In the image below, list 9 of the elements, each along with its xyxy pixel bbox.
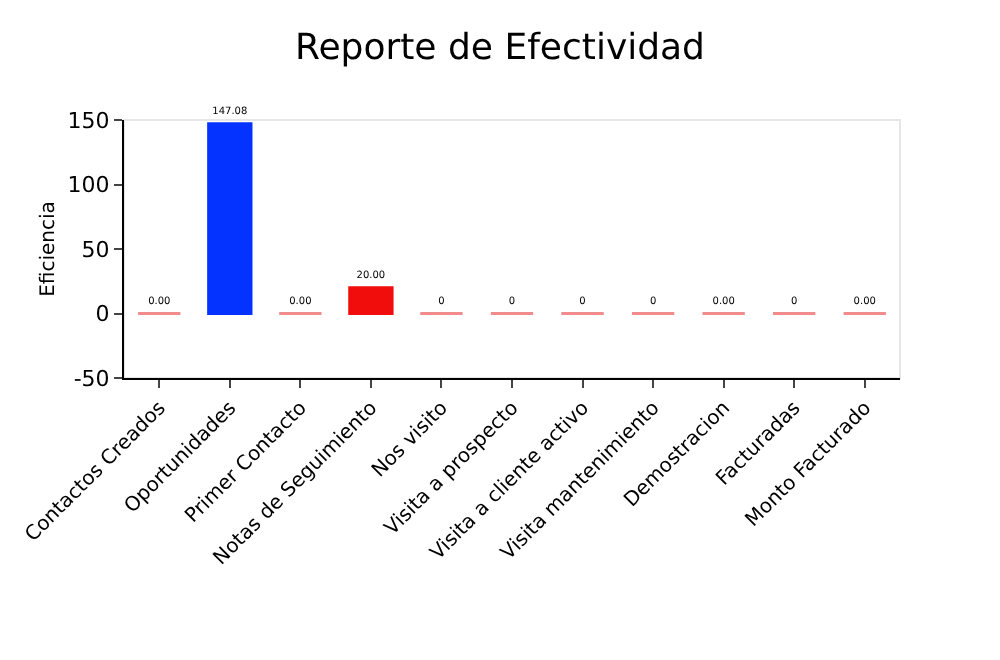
y-tick-label: 150 — [67, 107, 110, 134]
bar — [348, 286, 394, 315]
y-tick-label: 0 — [95, 301, 110, 328]
y-tick-label: 100 — [67, 172, 110, 199]
y-tick-label: -50 — [73, 365, 110, 392]
chart-title: Reporte de Efectividad — [295, 26, 705, 69]
y-tick-label: 50 — [81, 236, 110, 263]
y-axis-title: Eficiencia — [37, 201, 60, 297]
bar — [207, 122, 253, 315]
